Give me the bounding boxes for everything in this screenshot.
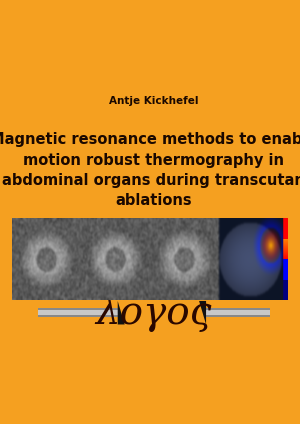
Text: Magnetic resonance methods to enable
motion robust thermography in
abdominal org: Magnetic resonance methods to enable mot…	[0, 132, 300, 209]
Bar	[38, 310, 270, 315]
Bar	[119, 301, 205, 324]
Bar	[38, 308, 270, 317]
Text: Antje Kickhefel: Antje Kickhefel	[109, 96, 199, 106]
Polygon shape	[118, 301, 125, 324]
Polygon shape	[199, 301, 206, 324]
Text: λογος: λογος	[96, 294, 212, 332]
